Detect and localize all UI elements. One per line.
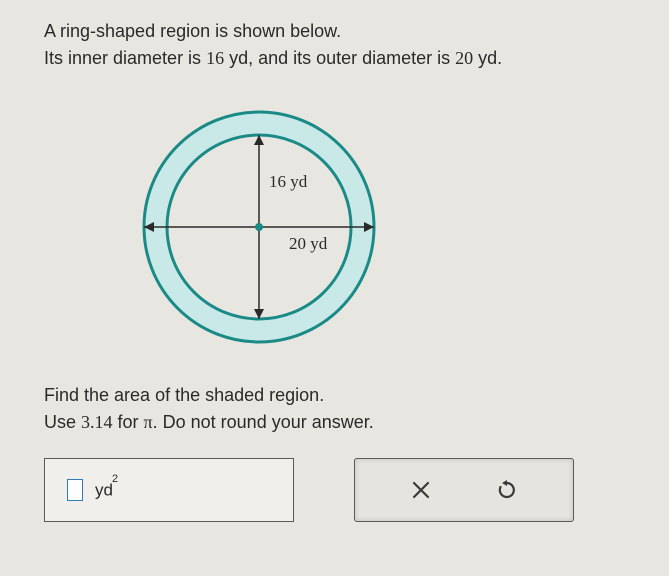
ring-diagram: 16 yd 20 yd (44, 92, 641, 362)
inner-diameter-value: 16 (206, 48, 224, 68)
answer-box: yd2 (44, 458, 294, 522)
text-fragment: yd. (473, 48, 502, 68)
close-icon (411, 480, 431, 500)
answer-input[interactable] (67, 479, 83, 501)
outer-diameter-label: 20 yd (289, 234, 328, 253)
unit-exponent: 2 (112, 473, 118, 485)
answer-unit: yd2 (95, 480, 119, 501)
pi-value: 3.14 (81, 412, 113, 432)
clear-button[interactable] (401, 480, 441, 500)
center-dot (255, 223, 263, 231)
text-fragment: for (113, 412, 144, 432)
control-box (354, 458, 574, 522)
undo-icon (496, 479, 518, 501)
text-fragment: yd, and its outer diameter is (224, 48, 455, 68)
question-line-2: Use 3.14 for π. Do not round your answer… (44, 409, 641, 436)
inner-diameter-label: 16 yd (269, 172, 308, 191)
reset-button[interactable] (487, 479, 527, 501)
unit-base: yd (95, 480, 113, 499)
answer-row: yd2 (44, 458, 641, 522)
question-line-1: Find the area of the shaded region. (44, 382, 641, 409)
pi-symbol: π (144, 412, 153, 432)
ring-svg: 16 yd 20 yd (124, 92, 424, 362)
text-fragment: Its inner diameter is (44, 48, 206, 68)
outer-diameter-value: 20 (455, 48, 473, 68)
prompt-line-2: Its inner diameter is 16 yd, and its out… (44, 45, 641, 72)
text-fragment: Use (44, 412, 81, 432)
text-fragment: . Do not round your answer. (153, 412, 374, 432)
prompt-line-1: A ring-shaped region is shown below. (44, 18, 641, 45)
